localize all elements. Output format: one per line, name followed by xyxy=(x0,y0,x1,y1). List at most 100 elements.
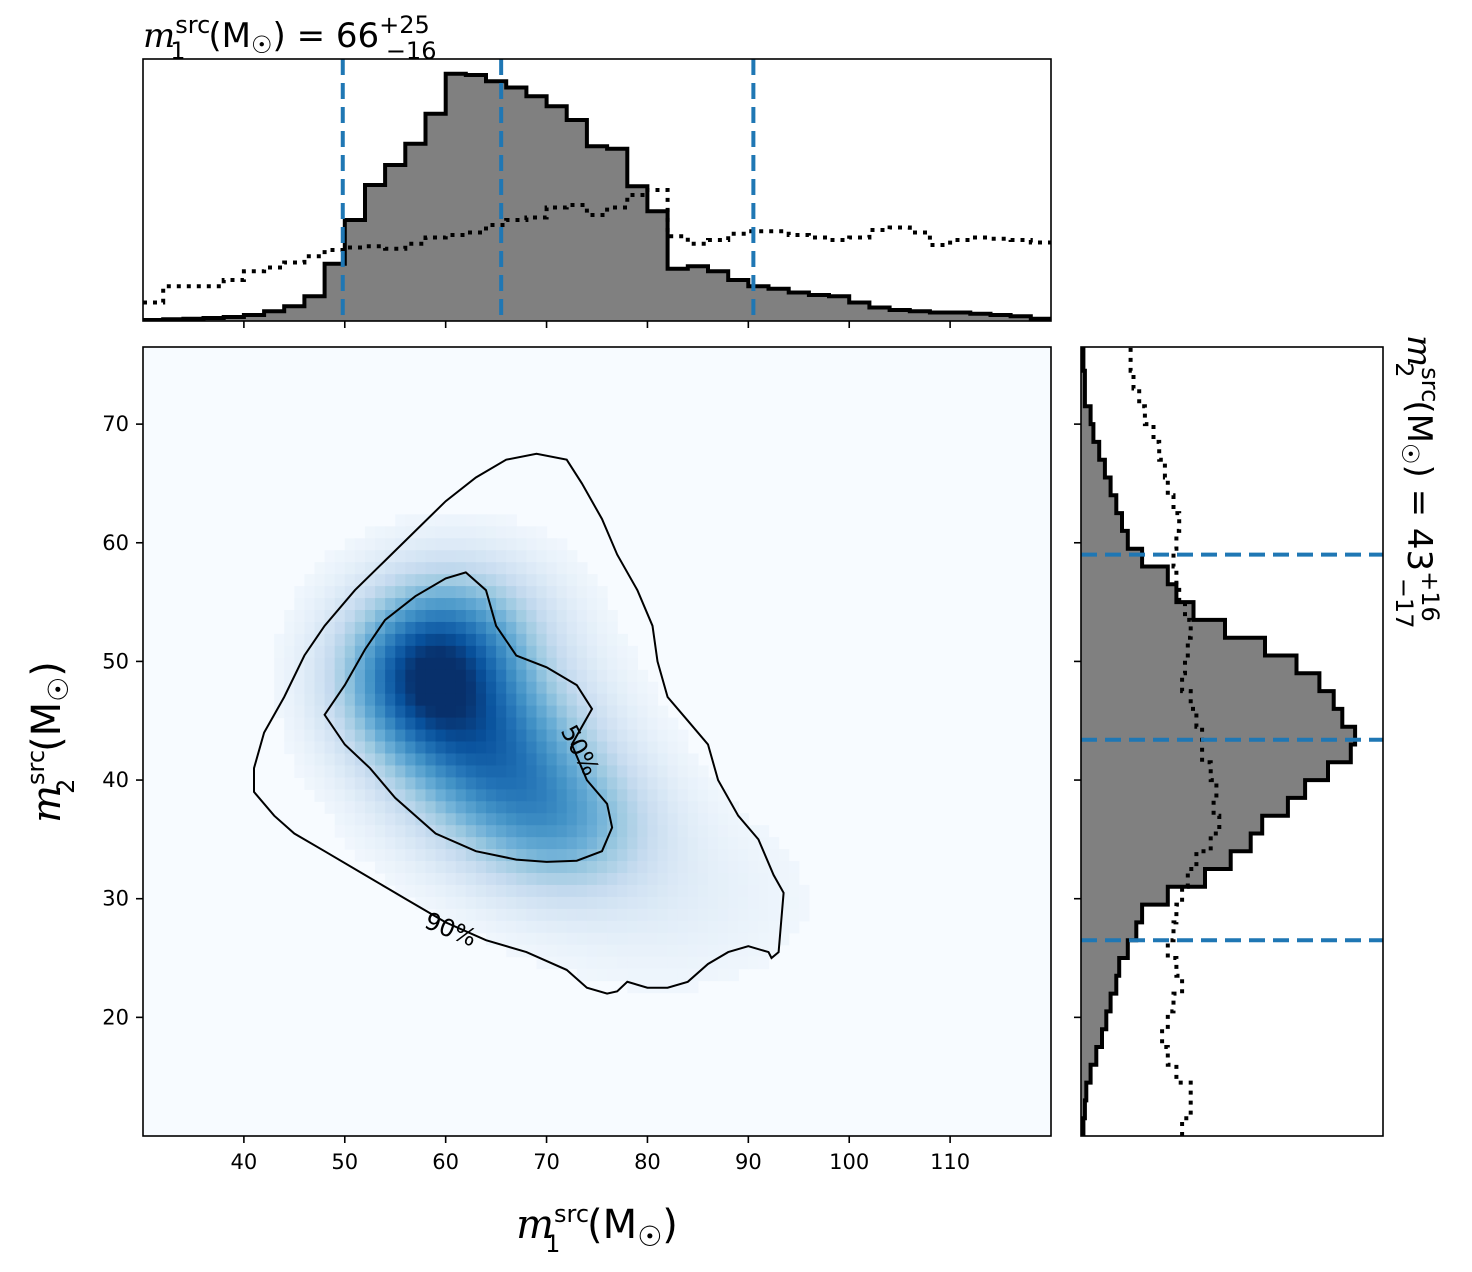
density-cell xyxy=(496,633,507,647)
density-cell xyxy=(385,574,396,587)
density-cell xyxy=(707,968,719,982)
density-cell xyxy=(314,693,326,707)
density-cell xyxy=(314,789,326,802)
density-cell xyxy=(375,825,386,838)
density-cell xyxy=(475,681,487,695)
density-cell xyxy=(455,717,467,731)
density-cell xyxy=(364,801,376,814)
density-cell xyxy=(506,837,517,850)
density-cell xyxy=(607,729,618,743)
density-cell xyxy=(496,765,507,778)
density-cell xyxy=(637,884,649,898)
density-cell xyxy=(496,705,507,719)
density-cell xyxy=(637,932,649,946)
density-cell xyxy=(395,777,406,790)
density-cell xyxy=(597,932,608,946)
density-cell xyxy=(556,884,568,898)
density-cell xyxy=(758,884,770,898)
density-cell xyxy=(707,944,719,958)
density-cell xyxy=(597,765,608,778)
density-cell xyxy=(486,884,497,898)
density-cell xyxy=(586,574,598,587)
density-cell xyxy=(385,526,396,539)
density-cell xyxy=(526,837,538,850)
density-cell xyxy=(506,753,517,766)
density-cell xyxy=(465,896,477,910)
density-cell xyxy=(465,669,477,683)
density-cell xyxy=(496,681,507,695)
density-cell xyxy=(516,562,527,575)
density-cell xyxy=(364,526,376,539)
density-cell xyxy=(304,621,316,635)
density-cell xyxy=(667,884,679,898)
density-cell xyxy=(697,908,709,922)
density-cell xyxy=(465,717,477,731)
density-cell xyxy=(344,633,356,647)
density-cell xyxy=(758,837,770,850)
density-cell xyxy=(697,825,709,838)
density-cell xyxy=(647,681,659,695)
density-cell xyxy=(748,884,760,898)
density-cell xyxy=(435,645,447,659)
density-cell xyxy=(385,705,396,719)
density-cell xyxy=(496,777,507,790)
density-cell xyxy=(546,873,558,886)
density-cell xyxy=(546,920,558,934)
density-cell xyxy=(445,669,457,683)
density-cell xyxy=(294,729,306,743)
density-cell xyxy=(284,610,295,623)
density-cell xyxy=(607,789,618,802)
density-cell xyxy=(728,932,739,946)
density-cell xyxy=(526,884,538,898)
density-cell xyxy=(617,908,628,922)
density-cell xyxy=(516,789,527,802)
density-cell xyxy=(627,861,638,874)
density-cell xyxy=(405,633,416,647)
density-cell xyxy=(586,777,598,790)
density-cell xyxy=(718,908,729,922)
density-cell xyxy=(486,932,497,946)
density-cell xyxy=(465,920,477,934)
density-cell xyxy=(375,693,386,707)
density-cell xyxy=(465,645,477,659)
density-cell xyxy=(294,741,306,755)
density-cell xyxy=(455,837,467,850)
density-cell xyxy=(627,968,638,982)
density-cell xyxy=(597,873,608,886)
density-cell xyxy=(536,717,548,731)
density-cell xyxy=(455,705,467,719)
density-cell xyxy=(566,705,578,719)
x-tick-label: 90 xyxy=(735,1150,762,1174)
density-cell xyxy=(566,657,578,671)
density-cell xyxy=(597,717,608,731)
density-cell xyxy=(657,932,669,946)
density-cell xyxy=(425,801,437,814)
density-cell xyxy=(707,789,719,802)
density-cell xyxy=(455,908,467,922)
density-cell xyxy=(566,944,578,958)
density-cell xyxy=(344,574,356,587)
density-cell xyxy=(718,813,729,826)
density-cell xyxy=(375,574,386,587)
density-cell xyxy=(415,693,427,707)
density-cell xyxy=(425,837,437,850)
density-cell xyxy=(465,789,477,802)
density-cell xyxy=(455,586,467,599)
density-cell xyxy=(758,908,770,922)
density-cell xyxy=(385,765,396,778)
density-cell xyxy=(758,873,770,886)
density-cell xyxy=(536,801,548,814)
density-cell xyxy=(546,562,558,575)
density-cell xyxy=(344,562,356,575)
density-cell xyxy=(597,657,608,671)
density-cell xyxy=(556,896,568,910)
density-cell xyxy=(556,789,568,802)
density-cell xyxy=(566,920,578,934)
density-cell xyxy=(586,861,598,874)
density-cell xyxy=(375,669,386,683)
density-cell xyxy=(657,873,669,886)
density-cell xyxy=(354,777,366,790)
density-cell xyxy=(486,753,497,766)
density-cell xyxy=(445,908,457,922)
density-cell xyxy=(334,598,346,611)
